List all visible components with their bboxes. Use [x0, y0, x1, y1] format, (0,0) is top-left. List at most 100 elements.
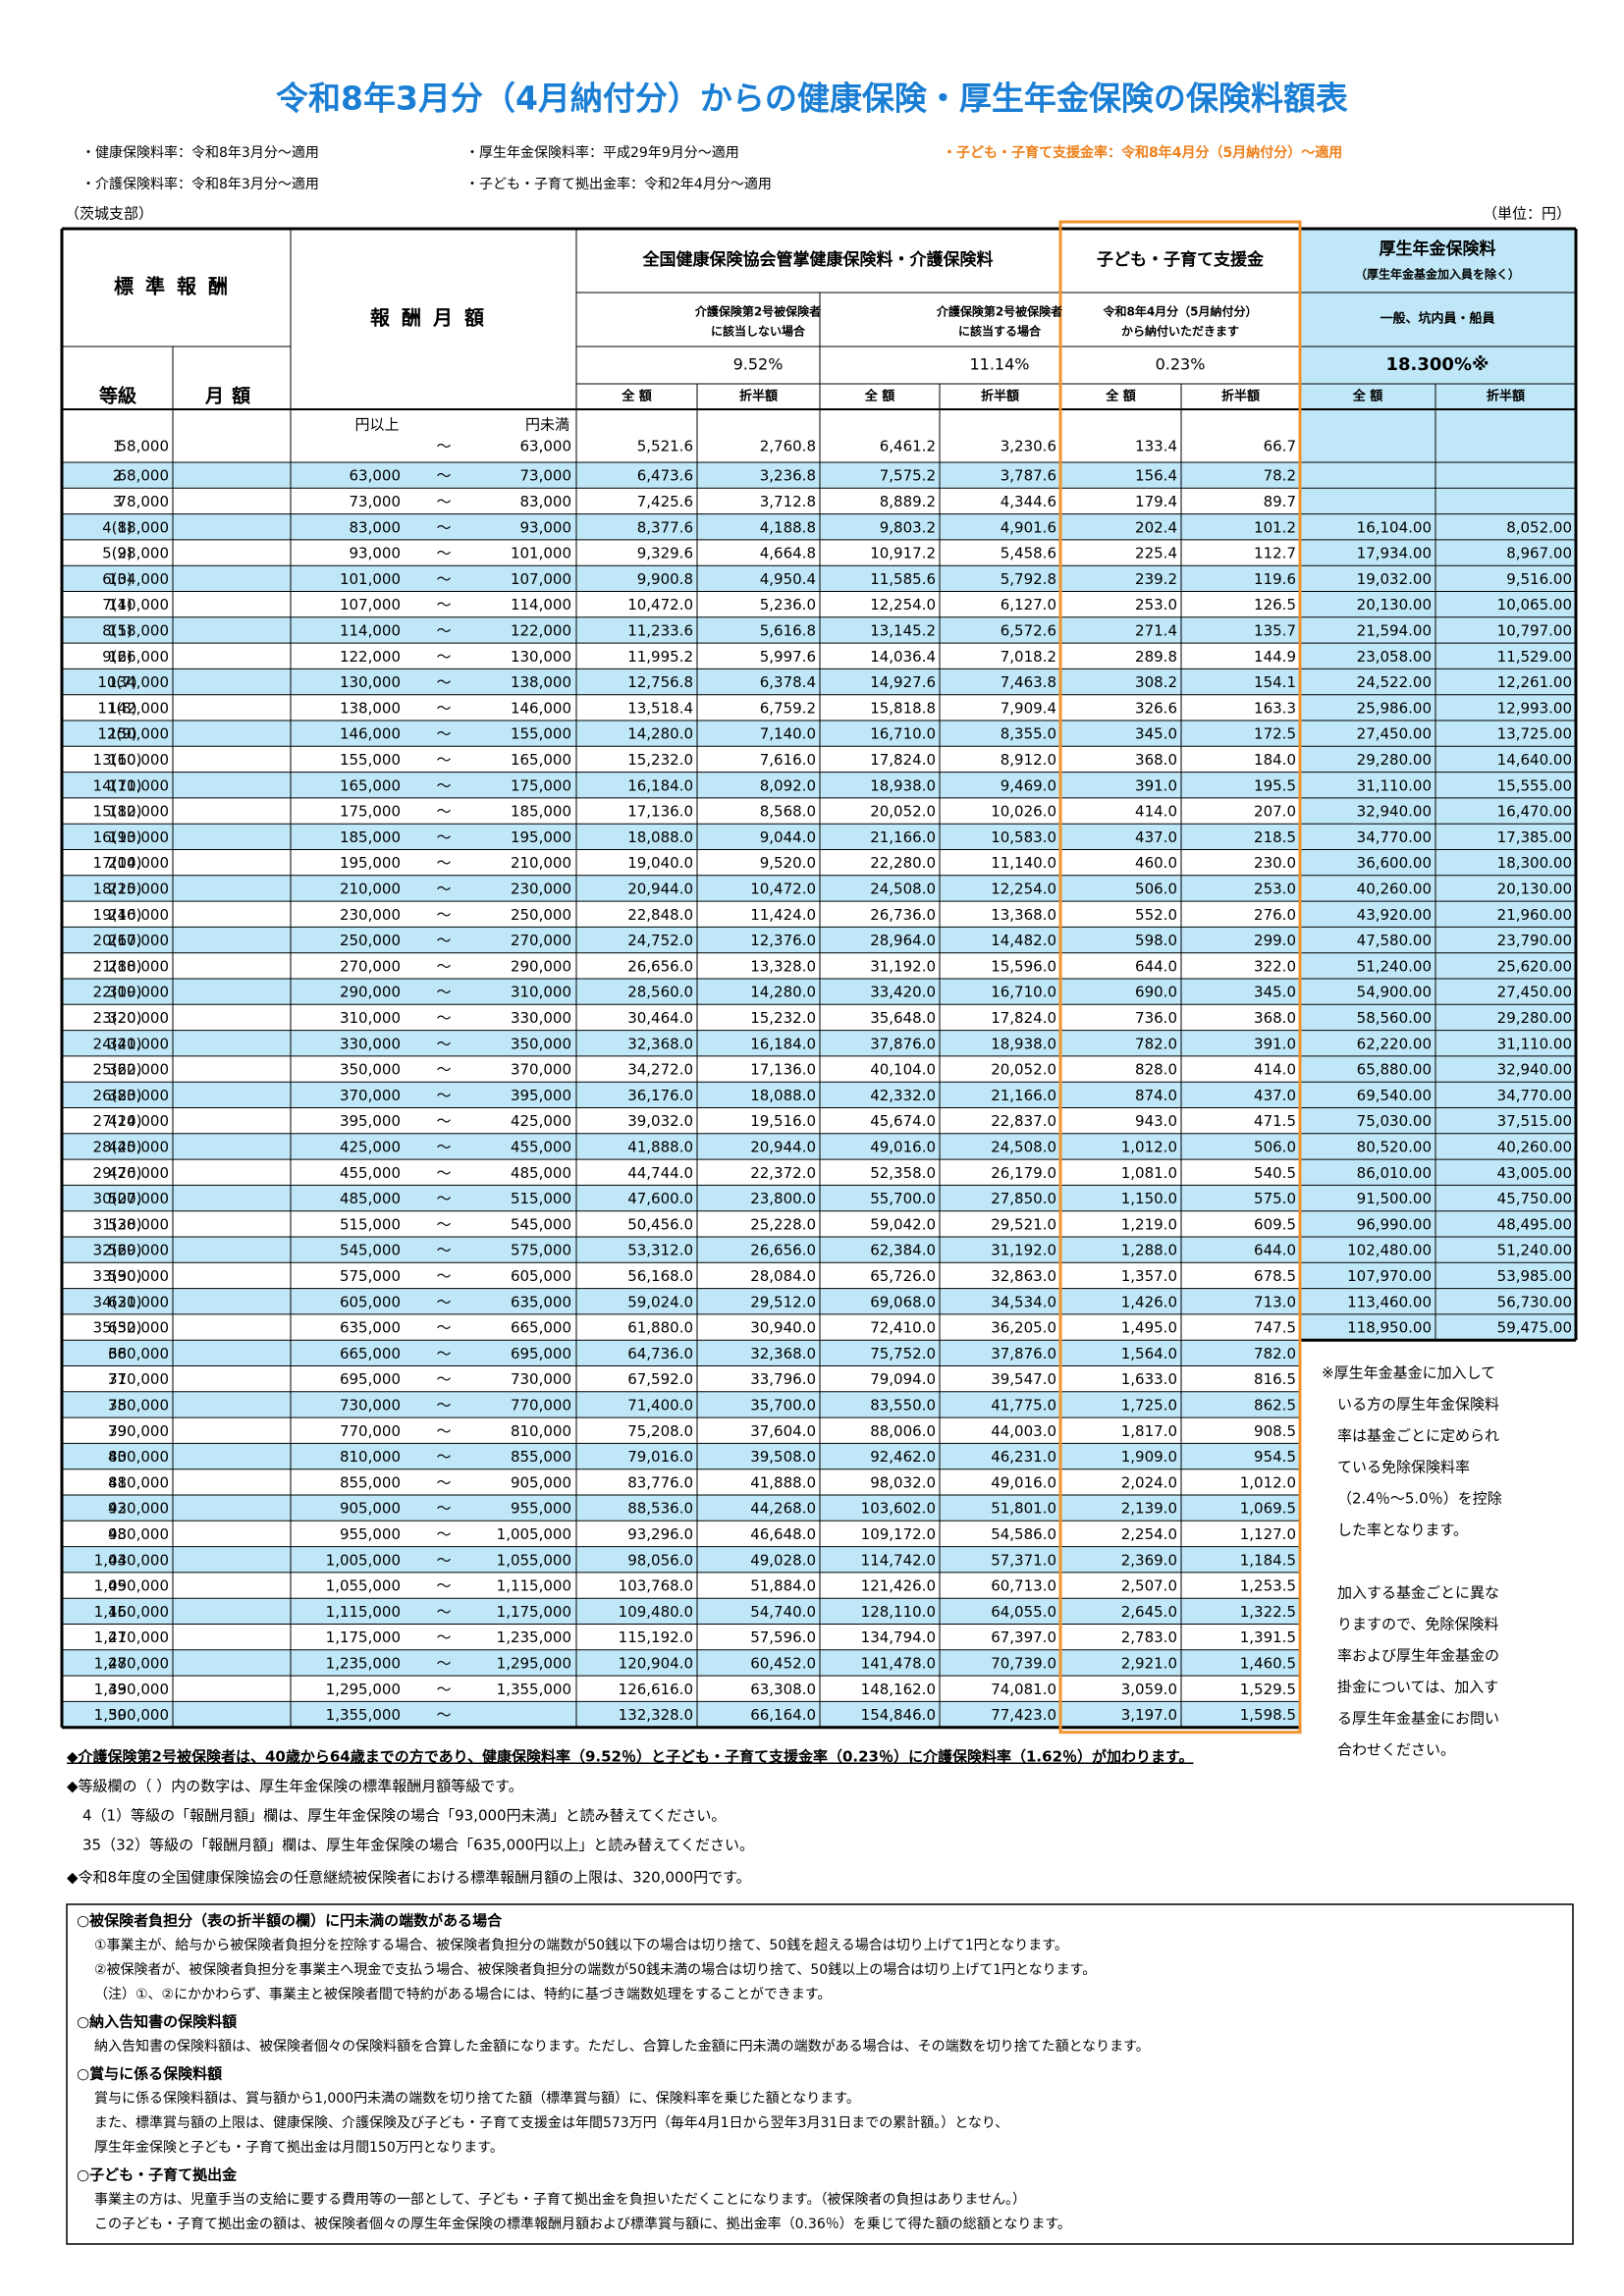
amount: 414.0 — [1254, 1061, 1296, 1079]
amount: 1,426.0 — [1121, 1293, 1177, 1310]
amount: 112.7 — [1254, 545, 1296, 562]
amount: 163.3 — [1254, 699, 1296, 717]
range-from: 1,295,000 — [326, 1681, 401, 1698]
amount: 96,990.00 — [1357, 1215, 1432, 1233]
amount: 54,740.0 — [750, 1603, 816, 1621]
amount: 23,790.00 — [1497, 932, 1572, 949]
cell-bg — [1300, 979, 1576, 1005]
range-sep: ～ — [436, 1681, 451, 1698]
monthly: 830,000 — [108, 1448, 169, 1466]
side-note: ※厚生年金基金に加入して — [1322, 1364, 1495, 1382]
amount: 6,127.0 — [1001, 596, 1056, 614]
grade: 45 — [108, 1577, 127, 1595]
header-cell: 折半額 — [1221, 389, 1260, 404]
amount: 6,473.6 — [637, 467, 693, 485]
cell-bg — [1300, 1004, 1576, 1031]
amount: 2,369.0 — [1121, 1551, 1177, 1569]
amount: 21,166.0 — [991, 1087, 1056, 1104]
amount: 154,846.0 — [861, 1706, 936, 1724]
monthly: 1,210,000 — [94, 1629, 169, 1646]
amount: 414.0 — [1135, 803, 1177, 821]
amount: 36,176.0 — [627, 1087, 693, 1104]
range-to: 146,000 — [511, 699, 571, 717]
amount: 29,280.00 — [1497, 1009, 1572, 1027]
amount: 66.7 — [1264, 438, 1296, 455]
amount: 2,139.0 — [1121, 1500, 1177, 1518]
amount: 17,385.00 — [1497, 828, 1572, 846]
range-to: 770,000 — [511, 1396, 571, 1414]
range-from: 665,000 — [340, 1345, 401, 1362]
amount: 31,192.0 — [870, 957, 936, 975]
amount: 56,730.00 — [1497, 1293, 1572, 1310]
range-sep: ～ — [436, 1525, 451, 1543]
rate-note: ・健康保険料率：令和8年3月分～適用 — [81, 144, 319, 161]
monthly: 470,000 — [108, 1164, 169, 1182]
grade: 14(11) — [93, 776, 142, 794]
amount: 36,600.00 — [1357, 854, 1432, 872]
monthly: 500,000 — [108, 1190, 169, 1207]
amount: 51,884.0 — [750, 1577, 816, 1595]
grade: 22(19) — [93, 984, 142, 1001]
amount: 134,794.0 — [861, 1629, 936, 1646]
amount: 79,094.0 — [870, 1370, 936, 1388]
amount: 644.0 — [1135, 957, 1177, 975]
range-from: 905,000 — [340, 1500, 401, 1518]
grade: 10(7) — [97, 673, 136, 691]
cell-bg — [1300, 694, 1576, 721]
amount: 437.0 — [1135, 828, 1177, 846]
amount: 72,410.0 — [870, 1319, 936, 1337]
cell-bg — [1300, 1159, 1576, 1186]
monthly: 142,000 — [108, 699, 169, 717]
amount: 3,236.8 — [760, 467, 816, 485]
range-from: 250,000 — [340, 932, 401, 949]
amount: 32,368.0 — [627, 1035, 693, 1052]
range-to: 575,000 — [511, 1242, 571, 1259]
amount: 5,458.6 — [1001, 545, 1056, 562]
range-to: 138,000 — [511, 673, 571, 691]
cell-bg — [62, 1546, 1300, 1573]
grade: 43 — [108, 1525, 127, 1543]
range-from: 1,355,000 — [326, 1706, 401, 1724]
amount: 12,254.0 — [991, 880, 1056, 897]
header-cell: から納付いただきます — [1121, 324, 1239, 339]
grade: 32(29) — [93, 1242, 142, 1259]
cell-bg — [62, 1495, 1300, 1522]
amount: 27,450.00 — [1497, 984, 1572, 1001]
amount: 32,940.00 — [1497, 1061, 1572, 1079]
amount: 21,594.00 — [1357, 621, 1432, 639]
amount: 98,032.0 — [870, 1473, 936, 1491]
monthly: 78,000 — [118, 493, 170, 510]
range-from: 1,115,000 — [326, 1603, 401, 1621]
amount: 16,470.00 — [1497, 803, 1572, 821]
amount: 828.0 — [1135, 1061, 1177, 1079]
range-to: 210,000 — [511, 854, 571, 872]
header-cell: 全 額 — [864, 389, 895, 404]
amount: 148,162.0 — [861, 1681, 936, 1698]
amount: 18,088.0 — [750, 1087, 816, 1104]
monthly: 380,000 — [108, 1087, 169, 1104]
range-sep: ～ — [436, 621, 451, 639]
amount: 8,052.00 — [1506, 518, 1572, 536]
amount: 26,656.0 — [750, 1242, 816, 1259]
amount: 20,944.0 — [627, 880, 693, 897]
monthly: 750,000 — [108, 1396, 169, 1414]
amount: 28,560.0 — [627, 984, 693, 1001]
amount: 308.2 — [1135, 673, 1177, 691]
amount: 1,460.5 — [1240, 1654, 1296, 1672]
cell-bg — [62, 1237, 1300, 1263]
box-heading: ○納入告知書の保険料額 — [77, 2013, 237, 2031]
unit: （単位：円） — [1483, 205, 1571, 223]
cell-bg — [1300, 849, 1576, 876]
cell-bg — [1300, 721, 1576, 747]
range-sep: ～ — [436, 438, 451, 455]
amount: 19,032.00 — [1357, 570, 1432, 588]
range-sep: ～ — [436, 1009, 451, 1027]
cell-bg — [62, 1391, 1300, 1418]
cell-bg — [62, 513, 1300, 540]
amount: 13,328.0 — [750, 957, 816, 975]
range-to: 230,000 — [511, 880, 571, 897]
amount: 49,028.0 — [750, 1551, 816, 1569]
cell-bg — [1300, 513, 1576, 540]
amount: 22,848.0 — [627, 906, 693, 924]
monthly: 1,150,000 — [94, 1603, 169, 1621]
